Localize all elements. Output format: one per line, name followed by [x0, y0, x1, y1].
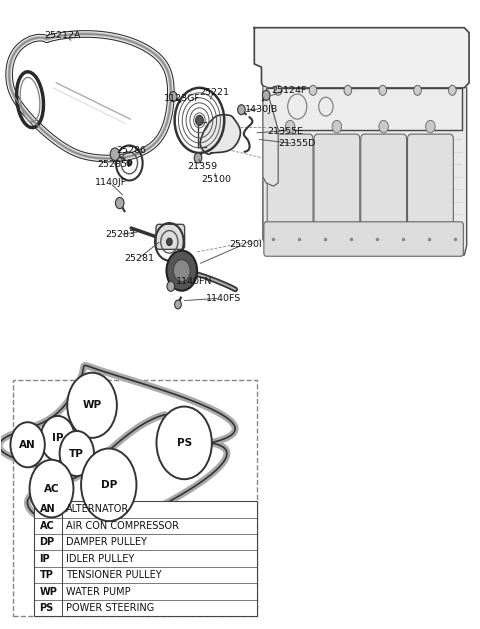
Polygon shape: [200, 114, 240, 154]
Text: IDLER PULLEY: IDLER PULLEY: [66, 554, 134, 564]
Text: 21355D: 21355D: [278, 139, 315, 148]
Text: 25283: 25283: [106, 230, 135, 239]
FancyBboxPatch shape: [34, 501, 257, 616]
Circle shape: [67, 373, 117, 438]
Text: 25281: 25281: [124, 253, 155, 263]
Circle shape: [156, 406, 212, 479]
Text: IP: IP: [39, 554, 50, 564]
Text: 25221: 25221: [199, 87, 229, 97]
Text: 1140FN: 1140FN: [176, 277, 212, 286]
Text: AIR CON COMPRESSOR: AIR CON COMPRESSOR: [66, 521, 180, 531]
Circle shape: [60, 431, 94, 476]
Text: DAMPER PULLEY: DAMPER PULLEY: [66, 537, 147, 547]
Circle shape: [116, 198, 124, 209]
Text: DP: DP: [39, 537, 55, 547]
Text: 25124F: 25124F: [271, 86, 306, 95]
Circle shape: [196, 115, 203, 125]
Circle shape: [30, 460, 73, 518]
Text: AN: AN: [19, 440, 36, 450]
Text: 1140JF: 1140JF: [95, 179, 127, 187]
FancyBboxPatch shape: [267, 134, 313, 226]
Text: WATER PUMP: WATER PUMP: [66, 587, 131, 597]
Circle shape: [194, 153, 202, 163]
Text: PS: PS: [177, 438, 192, 448]
Circle shape: [81, 448, 136, 521]
Text: WP: WP: [39, 587, 58, 597]
Text: PS: PS: [39, 603, 54, 613]
Text: 21355E: 21355E: [268, 126, 304, 135]
Text: 25100: 25100: [201, 175, 231, 184]
Circle shape: [40, 416, 75, 461]
Text: WP: WP: [83, 400, 102, 410]
Text: 1140FS: 1140FS: [205, 294, 241, 303]
Text: 25212A: 25212A: [44, 31, 81, 40]
FancyBboxPatch shape: [314, 134, 360, 226]
FancyBboxPatch shape: [156, 225, 185, 249]
Circle shape: [167, 281, 175, 291]
FancyBboxPatch shape: [408, 134, 453, 226]
Circle shape: [175, 300, 181, 309]
Polygon shape: [263, 88, 278, 186]
Text: 25290I: 25290I: [229, 240, 262, 249]
Circle shape: [332, 120, 342, 133]
Circle shape: [110, 148, 120, 160]
Circle shape: [167, 250, 197, 291]
Circle shape: [379, 120, 388, 133]
Polygon shape: [266, 88, 462, 130]
Text: AN: AN: [39, 504, 55, 515]
Text: IP: IP: [52, 433, 63, 443]
Circle shape: [127, 160, 132, 166]
Text: TP: TP: [69, 448, 84, 459]
Circle shape: [275, 86, 282, 96]
Circle shape: [263, 91, 270, 101]
Text: 1430JB: 1430JB: [245, 104, 278, 114]
Circle shape: [344, 86, 352, 96]
Text: 25286: 25286: [116, 146, 146, 155]
Circle shape: [11, 422, 45, 467]
Text: POWER STEERING: POWER STEERING: [66, 603, 155, 613]
Circle shape: [309, 86, 317, 96]
Circle shape: [167, 238, 172, 245]
Circle shape: [414, 86, 421, 96]
Circle shape: [173, 260, 190, 282]
Text: AC: AC: [44, 484, 60, 494]
FancyBboxPatch shape: [361, 134, 407, 226]
Text: 25285P: 25285P: [97, 160, 132, 169]
Text: AC: AC: [39, 521, 54, 531]
Text: 1123GF: 1123GF: [164, 94, 200, 103]
Text: TP: TP: [39, 570, 53, 580]
FancyBboxPatch shape: [264, 222, 463, 256]
Circle shape: [285, 120, 295, 133]
Circle shape: [426, 120, 435, 133]
Circle shape: [379, 86, 386, 96]
Text: TENSIONER PULLEY: TENSIONER PULLEY: [66, 570, 162, 580]
Circle shape: [238, 104, 245, 114]
FancyBboxPatch shape: [13, 381, 257, 616]
Circle shape: [169, 92, 177, 102]
Polygon shape: [263, 88, 467, 255]
Text: DP: DP: [101, 480, 117, 490]
Text: 21359: 21359: [188, 162, 217, 170]
Text: ALTERNATOR: ALTERNATOR: [66, 504, 130, 515]
Circle shape: [448, 86, 456, 96]
Polygon shape: [254, 28, 469, 88]
